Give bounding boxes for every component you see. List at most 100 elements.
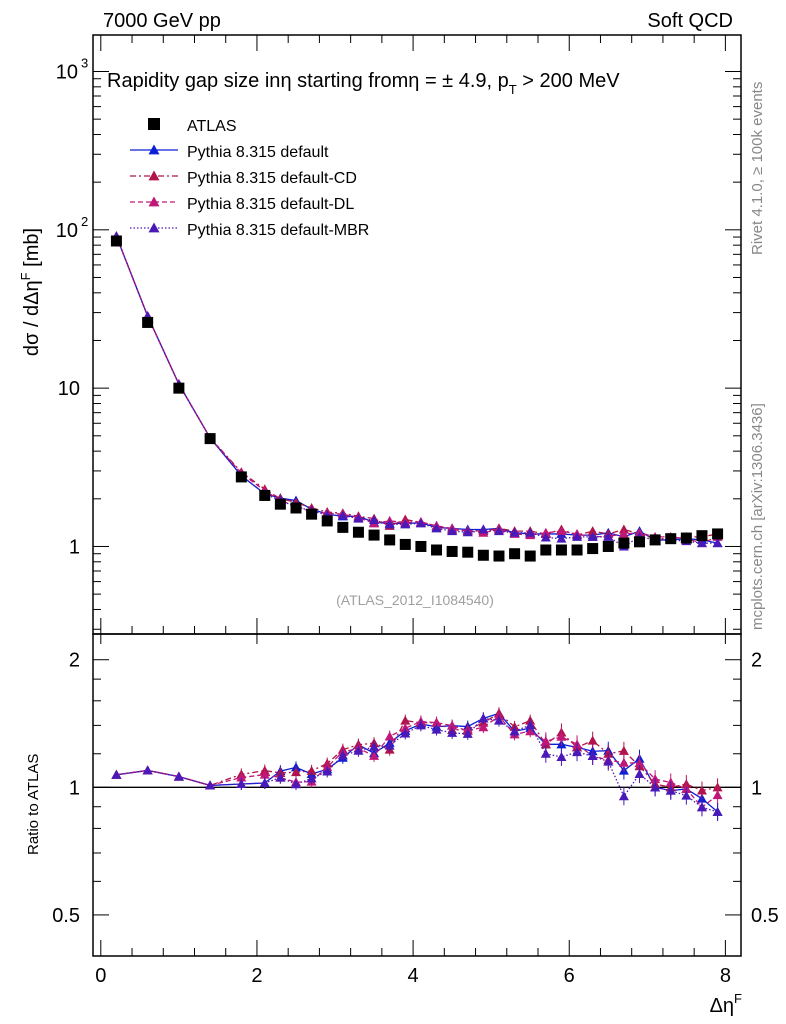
series-line-main [115, 236, 718, 548]
atlas-data-point [665, 533, 677, 545]
series-point-ratio [618, 745, 629, 755]
atlas-data-point [235, 471, 247, 483]
series-point-ratio [275, 772, 286, 782]
series-point-ratio [509, 726, 520, 736]
x-tick-label: 2 [251, 965, 262, 987]
series-point-main [462, 527, 473, 537]
series-point-main [384, 519, 395, 529]
series-point-ratio [259, 777, 270, 787]
atlas-data-point [462, 546, 474, 558]
atlas-data-point [368, 529, 380, 541]
legend-marker [148, 222, 160, 233]
series-point-ratio [236, 779, 247, 789]
series-point-ratio [322, 766, 333, 776]
ratio-tick-label-right: 2 [751, 650, 762, 672]
series-point-ratio [353, 745, 364, 755]
series-point-ratio [400, 715, 411, 725]
series-point-ratio [236, 772, 247, 782]
atlas-data-point [415, 540, 427, 552]
series-point-ratio [369, 741, 380, 751]
atlas-data-point [352, 526, 364, 538]
category-label: Soft QCD [647, 10, 733, 32]
series-point-ratio [618, 791, 629, 801]
series-point-ratio [540, 736, 551, 746]
atlas-data-point [680, 532, 692, 544]
atlas-data-point [274, 498, 286, 510]
ylabel-main: dσ / dΔη [21, 280, 43, 356]
y-tick-label: 10 [58, 378, 80, 400]
series-point-ratio [696, 785, 707, 795]
series-point-ratio [540, 748, 551, 758]
legend-label: ATLAS [187, 118, 237, 135]
series-point-ratio [634, 758, 645, 768]
y-tick-label-exponent: 3 [81, 55, 88, 70]
mcplots-label: mcplots.cern.ch [arXiv:1306.3436] [749, 403, 766, 630]
ratio-tick-label-right: 1 [751, 777, 762, 799]
series-line-main [115, 236, 718, 544]
atlas-data-point [173, 382, 185, 394]
legend-marker [148, 170, 160, 181]
legend: ATLAS Pythia 8.315 default Pythia 8.315 de… [130, 118, 369, 239]
series-point-ratio [337, 750, 348, 760]
ratio-tick-label-left: 0.5 [52, 905, 80, 927]
ratio-panel-frame [92, 633, 742, 957]
series-point-main [696, 538, 707, 548]
y-axis-label-main: dσ / dΔηF [mb] [18, 228, 43, 356]
series-point-main [369, 514, 380, 524]
xlabel-sup: F [734, 991, 742, 1006]
title-eta: η [280, 70, 291, 92]
series-point-ratio [111, 769, 122, 779]
series-point-ratio [462, 728, 473, 738]
series-point-main [478, 524, 489, 534]
y-tick-label: 1 [69, 536, 80, 558]
series-line-main [115, 236, 718, 544]
legend-marker [148, 118, 160, 130]
series-point-ratio [525, 720, 536, 730]
x-tick-label: 0 [95, 965, 106, 987]
series-point-main [415, 518, 426, 528]
x-tick-label: 4 [408, 965, 419, 987]
atlas-data-point [712, 528, 724, 540]
series-point-ratio [587, 735, 598, 745]
atlas-data-point [142, 316, 154, 328]
series-point-main [509, 527, 520, 537]
atlas-data-point [634, 536, 646, 548]
ratio-plot-series [111, 707, 723, 821]
atlas-data-point [321, 515, 333, 527]
series-point-ratio [587, 750, 598, 760]
atlas-data-point [696, 530, 708, 542]
x-axis-label: ΔηF [710, 991, 742, 1017]
series-point-main [431, 523, 442, 533]
atlas-data-point [524, 550, 536, 562]
atlas-data-point [431, 544, 443, 556]
atlas-data-point [337, 521, 349, 533]
series-point-ratio [712, 790, 723, 800]
atlas-data-point [110, 235, 122, 247]
series-point-main [618, 528, 629, 538]
atlas-data-point [493, 550, 505, 562]
atlas-data-point [571, 544, 583, 556]
plot-title: Rapidity gap size inη starting fromη = ±… [107, 70, 620, 97]
series-point-main [540, 532, 551, 542]
rivet-version-label: Rivet 4.1.0, ≥ 100k events [749, 82, 766, 255]
title-range: η = ± 4.9, p [408, 70, 509, 92]
title-pt-sub: T [509, 82, 517, 97]
series-line-ratio [116, 715, 718, 809]
series-point-ratio [290, 779, 301, 789]
series-point-ratio [205, 780, 216, 790]
atlas-data-point [399, 538, 411, 550]
series-point-main [556, 533, 567, 543]
series-point-ratio [447, 720, 458, 730]
series-point-ratio [478, 722, 489, 732]
series-point-ratio [369, 750, 380, 760]
series-point-ratio [173, 771, 184, 781]
atlas-data-point [259, 489, 271, 501]
series-point-main [353, 513, 364, 523]
energy-label: 7000 GeV pp [103, 10, 221, 32]
y-axis-label-ratio: Ratio to ATLAS [25, 754, 42, 855]
atlas-data-point [290, 502, 302, 514]
series-point-main [493, 526, 504, 536]
series-point-ratio [431, 724, 442, 734]
legend-label: Pythia 8.315 default-DL [187, 196, 354, 213]
